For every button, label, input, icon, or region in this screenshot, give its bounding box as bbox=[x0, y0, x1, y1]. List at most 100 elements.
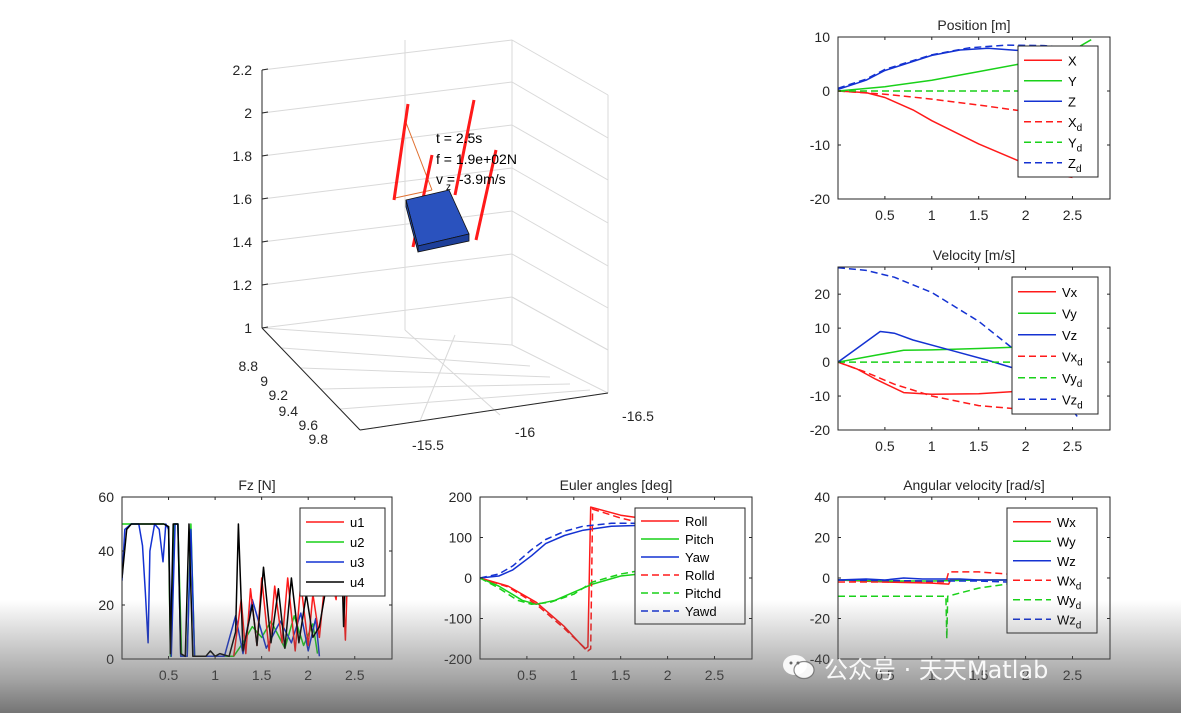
x-tick-label: 1.5 bbox=[969, 438, 989, 454]
z-tick-label: 2.2 bbox=[233, 62, 253, 78]
quadrotor-model bbox=[392, 99, 498, 253]
y-tick-label: 0 bbox=[822, 354, 830, 370]
y-tick-label: 0 bbox=[822, 570, 830, 586]
x-tick-label: 2.5 bbox=[345, 667, 365, 683]
z-axis-ticks: 2.2 2 1.8 1.6 1.4 1.2 1 bbox=[233, 62, 269, 336]
legend-label: u3 bbox=[350, 555, 364, 570]
x-tick-label: 1.5 bbox=[969, 207, 989, 223]
series-line-yawd bbox=[480, 522, 640, 579]
y-tick-label: -10 bbox=[810, 388, 830, 404]
z-tick-mark bbox=[261, 154, 269, 157]
euler-chart: 0.5 1 1.5 2 2.5 200 100 0 -100 -200 Euler angles [… bbox=[444, 477, 753, 683]
axes-box bbox=[837, 36, 1111, 200]
y-tick-label: -20 bbox=[810, 611, 830, 627]
y-tick-label: 40 bbox=[98, 543, 114, 559]
legend-box bbox=[1011, 276, 1099, 415]
z-tick-label: 1.6 bbox=[233, 191, 253, 207]
y-tick-label: 9.8 bbox=[309, 431, 329, 447]
x-tick-label: -15.5 bbox=[412, 437, 444, 453]
x-tick-label: 0.5 bbox=[875, 207, 895, 223]
y-tick-label: -100 bbox=[444, 611, 472, 627]
y-tick-label: 8.8 bbox=[239, 358, 259, 374]
z-tick-label: 1.8 bbox=[233, 148, 253, 164]
x-tick-label: 2.5 bbox=[705, 667, 725, 683]
legend: u1 u2 u3 u4 bbox=[299, 507, 386, 597]
legend-label: Wy bbox=[1057, 534, 1076, 549]
x-tick-label: 1.5 bbox=[252, 667, 272, 683]
legend-label: Y bbox=[1068, 74, 1077, 89]
z-tick-mark bbox=[261, 197, 269, 200]
watermark: 公众号 · 天天Matlab bbox=[782, 650, 1048, 684]
legend-label: Rolld bbox=[685, 568, 715, 583]
legend-label: Pitchd bbox=[685, 586, 721, 601]
3d-grid bbox=[261, 39, 609, 431]
3d-scene-plot: 2.2 2 1.8 1.6 1.4 1.2 1 8.899.29.49.69.8 -15.5… bbox=[233, 39, 654, 453]
legend-box bbox=[1006, 507, 1098, 634]
chart-title: Fz [N] bbox=[238, 477, 275, 493]
legend-label: Vz bbox=[1062, 328, 1077, 343]
y-tick-label: 0 bbox=[822, 83, 830, 99]
series-group bbox=[838, 267, 1078, 417]
legend-label: Vy bbox=[1062, 306, 1077, 321]
annotation-velocity: v = -3.9m/s bbox=[436, 171, 506, 187]
annotation-time: t = 2.5s bbox=[436, 130, 482, 146]
series-line-wx-d bbox=[838, 571, 1007, 583]
y-tick-label: -20 bbox=[810, 191, 830, 207]
z-tick-mark bbox=[261, 240, 269, 243]
chart-title: Velocity [m/s] bbox=[933, 247, 1015, 263]
y-tick-label: 60 bbox=[98, 489, 114, 505]
x-tick-label: 2 bbox=[304, 667, 312, 683]
y-tick-label: 20 bbox=[98, 597, 114, 613]
annotation-velocity-subscript: z bbox=[446, 182, 451, 193]
x-tick-label: 1 bbox=[928, 207, 936, 223]
z-tick-mark bbox=[261, 68, 269, 71]
y-tick-label: 10 bbox=[814, 320, 830, 336]
x-tick-label: 2.5 bbox=[1063, 667, 1083, 683]
legend-label: Pitch bbox=[685, 532, 714, 547]
x-tick-label: 1 bbox=[211, 667, 219, 683]
velocity-chart: 0.5 1 1.5 2 2.5 20 10 0 -10 -20 Velocity [m/s] Vx Vy… bbox=[810, 247, 1111, 454]
z-tick-mark bbox=[261, 326, 269, 329]
legend-label: Wxd bbox=[1057, 573, 1081, 592]
z-tick-mark bbox=[261, 283, 269, 286]
legend-label: Roll bbox=[685, 514, 708, 529]
x-tick-label: 1 bbox=[570, 667, 578, 683]
x-tick-label: 1.5 bbox=[611, 667, 631, 683]
legend-label: Z bbox=[1068, 94, 1076, 109]
y-tick-label: 9 bbox=[260, 373, 268, 389]
series-line-vx-d bbox=[838, 361, 1054, 411]
series-line-z-d bbox=[838, 44, 1073, 90]
legend-label: u2 bbox=[350, 535, 364, 550]
watermark-text: 公众号 · 天天Matlab bbox=[824, 655, 1049, 684]
x-tick-label: 2.5 bbox=[1063, 438, 1083, 454]
legend: Roll Pitch Yaw Rolld Pitchd Yawd bbox=[634, 507, 746, 625]
chart-title: Angular velocity [rad/s] bbox=[903, 477, 1045, 493]
legend-label: Wx bbox=[1057, 515, 1076, 530]
x-tick-label: 2 bbox=[1022, 438, 1030, 454]
fz-chart: 0.5 1 1.5 2 2.5 60 40 20 0 Fz [N] u1 u2 u3 u4 bbox=[98, 477, 393, 683]
legend-label: u4 bbox=[350, 575, 364, 590]
axes-box bbox=[837, 266, 1111, 431]
y-tick-label: 9.2 bbox=[269, 387, 289, 403]
y-axis-ticks: 8.899.29.49.69.8 bbox=[239, 358, 329, 447]
y-tick-label: 40 bbox=[814, 489, 830, 505]
y-tick-label: -20 bbox=[810, 422, 830, 438]
x-tick-label: -16.5 bbox=[622, 408, 654, 424]
legend-box bbox=[299, 507, 386, 597]
chart-title: Position [m] bbox=[937, 17, 1010, 33]
series-line-x-d bbox=[838, 90, 1073, 118]
3d-axes bbox=[261, 70, 609, 431]
series-line-vx bbox=[838, 361, 1026, 396]
y-tick-label: 20 bbox=[814, 530, 830, 546]
y-tick-label: 20 bbox=[814, 286, 830, 302]
series-line-wz bbox=[838, 577, 1007, 581]
x-tick-label: 2.5 bbox=[1063, 207, 1083, 223]
x-axis-ticks: -15.5 -16 -16.5 bbox=[412, 408, 654, 453]
y-tick-label: 9.6 bbox=[299, 417, 319, 433]
x-tick-label: -16 bbox=[515, 424, 535, 440]
